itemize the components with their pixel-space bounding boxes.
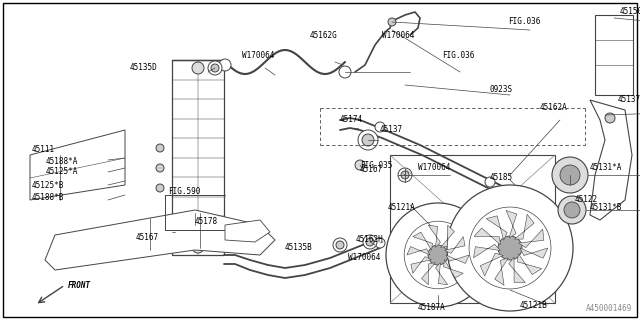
Circle shape — [430, 247, 446, 263]
Text: 45174: 45174 — [340, 116, 363, 124]
Text: 45167: 45167 — [136, 234, 159, 243]
Text: FIG.036: FIG.036 — [442, 51, 474, 60]
Circle shape — [355, 160, 365, 170]
Circle shape — [358, 130, 378, 150]
Polygon shape — [413, 232, 433, 250]
Text: 45162G: 45162G — [310, 30, 338, 39]
Polygon shape — [45, 210, 275, 270]
Circle shape — [428, 245, 448, 265]
Text: 45125*B: 45125*B — [32, 181, 65, 190]
Circle shape — [192, 241, 204, 253]
Text: W170064: W170064 — [418, 164, 451, 172]
Polygon shape — [495, 258, 508, 285]
Circle shape — [447, 185, 573, 311]
Text: 45121A: 45121A — [388, 204, 416, 212]
Circle shape — [219, 59, 231, 71]
Text: W170064: W170064 — [348, 253, 380, 262]
Bar — [172, 60, 224, 255]
Polygon shape — [225, 220, 270, 242]
Polygon shape — [518, 229, 544, 248]
Text: W170064: W170064 — [382, 30, 414, 39]
Circle shape — [211, 64, 219, 72]
Circle shape — [362, 134, 374, 146]
Polygon shape — [474, 244, 500, 258]
Text: 45150: 45150 — [620, 7, 640, 17]
Bar — [595, 15, 633, 95]
Circle shape — [375, 122, 385, 132]
Circle shape — [469, 207, 551, 289]
Text: 45137: 45137 — [380, 125, 403, 134]
Circle shape — [564, 202, 580, 218]
Polygon shape — [444, 260, 463, 278]
Polygon shape — [436, 263, 447, 285]
Text: FIG.036: FIG.036 — [508, 18, 540, 27]
Text: 45121B: 45121B — [520, 300, 548, 309]
Polygon shape — [590, 100, 632, 220]
Polygon shape — [446, 255, 469, 263]
Text: 45162H: 45162H — [356, 236, 384, 244]
Text: A450001469: A450001469 — [586, 304, 632, 313]
Polygon shape — [480, 253, 503, 276]
Circle shape — [404, 221, 472, 289]
Polygon shape — [428, 225, 440, 247]
Text: 45131*A: 45131*A — [590, 164, 622, 172]
Circle shape — [605, 113, 615, 123]
Text: 45111: 45111 — [32, 146, 55, 155]
Text: 45185: 45185 — [490, 173, 513, 182]
Text: 45135D: 45135D — [130, 63, 157, 73]
Circle shape — [366, 238, 374, 246]
Polygon shape — [474, 228, 500, 245]
Circle shape — [339, 66, 351, 78]
Text: 45188*A: 45188*A — [46, 157, 78, 166]
Text: 45178: 45178 — [195, 218, 218, 227]
Circle shape — [156, 184, 164, 192]
Polygon shape — [518, 253, 541, 275]
Text: FIG.035: FIG.035 — [360, 161, 392, 170]
Circle shape — [333, 238, 347, 252]
Text: 45122: 45122 — [575, 196, 598, 204]
Circle shape — [498, 236, 522, 260]
Circle shape — [388, 18, 396, 26]
Circle shape — [192, 62, 204, 74]
Circle shape — [170, 227, 180, 237]
Text: FRONT: FRONT — [68, 281, 91, 290]
Circle shape — [386, 203, 490, 307]
Circle shape — [401, 171, 409, 179]
Circle shape — [156, 164, 164, 172]
Polygon shape — [30, 130, 125, 200]
Text: 45188*B: 45188*B — [32, 193, 65, 202]
Circle shape — [500, 238, 520, 258]
Text: W170064: W170064 — [242, 51, 275, 60]
Text: 45137B: 45137B — [618, 95, 640, 105]
Text: FIG.590: FIG.590 — [168, 188, 200, 196]
Bar — [390, 155, 555, 303]
Polygon shape — [411, 257, 431, 273]
Text: 45167: 45167 — [360, 165, 383, 174]
Circle shape — [552, 157, 588, 193]
Polygon shape — [407, 246, 430, 255]
Polygon shape — [520, 248, 548, 258]
Text: 45135B: 45135B — [285, 244, 313, 252]
Polygon shape — [444, 237, 465, 253]
Text: 45162A: 45162A — [540, 103, 568, 113]
Polygon shape — [440, 225, 454, 247]
Circle shape — [208, 61, 222, 75]
Text: 45187A: 45187A — [418, 303, 445, 313]
Circle shape — [560, 165, 580, 185]
Circle shape — [558, 196, 586, 224]
Circle shape — [485, 177, 495, 187]
Polygon shape — [486, 216, 507, 240]
Circle shape — [156, 144, 164, 152]
Polygon shape — [509, 257, 525, 283]
Circle shape — [363, 235, 377, 249]
Polygon shape — [506, 211, 516, 238]
Text: 45125*A: 45125*A — [46, 167, 78, 177]
Circle shape — [336, 241, 344, 249]
Polygon shape — [515, 214, 534, 239]
Circle shape — [375, 238, 385, 248]
Polygon shape — [422, 263, 436, 285]
Text: 0923S: 0923S — [490, 85, 513, 94]
Circle shape — [398, 168, 412, 182]
Text: 45131*B: 45131*B — [590, 204, 622, 212]
